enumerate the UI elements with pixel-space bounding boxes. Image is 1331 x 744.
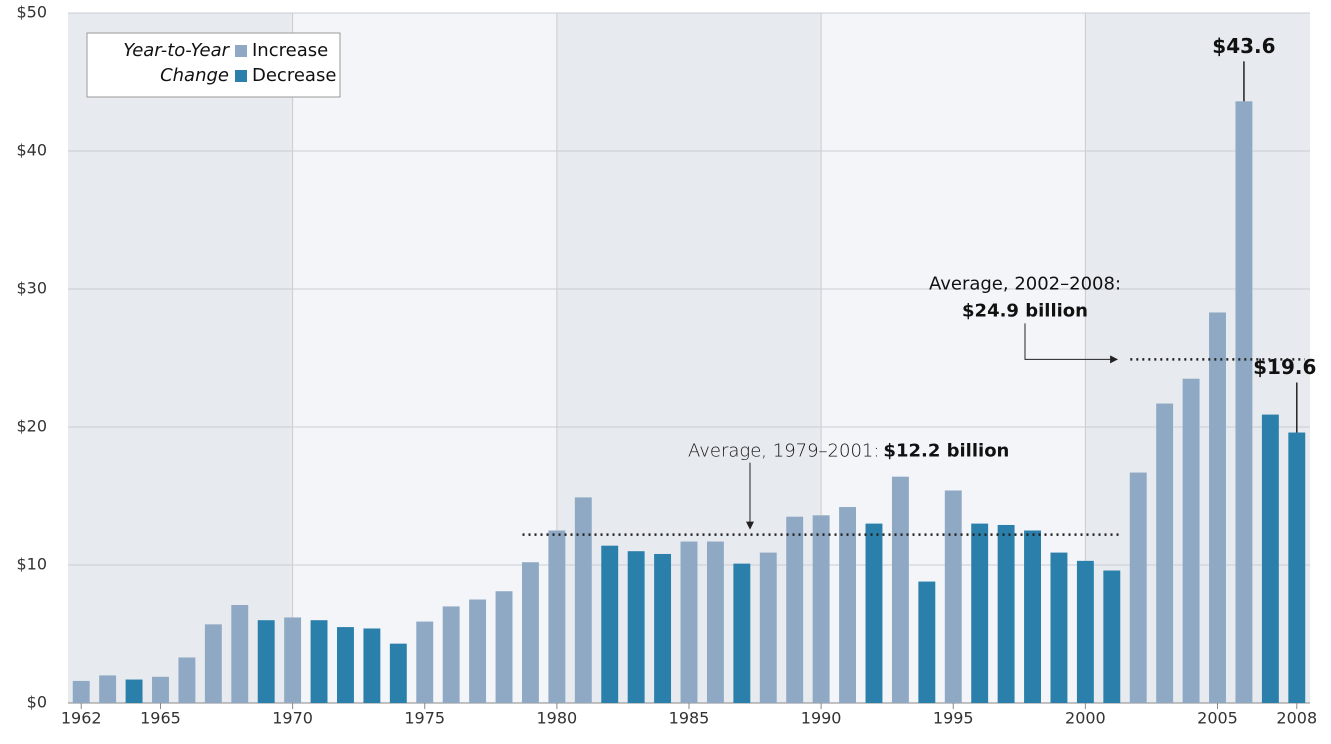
bar: [389, 643, 407, 703]
legend-swatch: [235, 70, 247, 82]
bar: [416, 621, 434, 703]
x-tick-label: 1990: [801, 709, 842, 728]
y-tick-label: $30: [16, 279, 47, 298]
x-tick-label: 1970: [272, 709, 313, 728]
bar: [601, 545, 619, 703]
bar: [891, 476, 909, 703]
bar: [178, 657, 196, 703]
annotation-value: $24.9 billion: [962, 300, 1088, 321]
y-tick-label: $40: [16, 141, 47, 160]
bar: [1209, 312, 1226, 703]
bar: [548, 530, 566, 703]
bar: [1024, 530, 1041, 703]
bar: [125, 679, 143, 703]
x-tick-label: 1995: [933, 709, 974, 728]
bar: [1156, 403, 1174, 703]
bar: [1182, 378, 1200, 703]
bar: [1050, 552, 1068, 703]
bar: [706, 541, 724, 703]
bar: [1076, 560, 1094, 703]
annotation-text: Average, 1979–2001:: [688, 441, 879, 462]
legend-box: [86, 32, 341, 98]
bar: [72, 680, 90, 703]
bar: [574, 497, 592, 703]
legend-title: Year-to-Year: [123, 40, 230, 61]
bar: [257, 620, 275, 703]
annotation-arrow: [1024, 323, 1119, 364]
bar: [1103, 570, 1121, 703]
legend-swatch: [235, 45, 247, 57]
plot-band: [292, 13, 557, 703]
bar: [310, 620, 328, 703]
x-tick-label: 2005: [1197, 709, 1238, 728]
x-tick-label: 1975: [404, 709, 445, 728]
x-tick-label: 2000: [1065, 709, 1106, 728]
bar: [865, 523, 883, 703]
annotation-value: $12.2 billion: [883, 441, 1009, 462]
bar: [733, 563, 751, 703]
legend-label: Decrease: [252, 65, 336, 86]
bar: [944, 490, 962, 703]
bar: [231, 605, 249, 703]
x-tick-label: 2008: [1276, 709, 1317, 728]
bar: [812, 515, 830, 703]
legend: Year-to-Year Change Increase Decrease: [86, 32, 341, 98]
x-tick-label: 1980: [537, 709, 578, 728]
bar: [654, 553, 672, 703]
x-tick-label: 1965: [140, 709, 181, 728]
y-tick-label: $50: [16, 3, 47, 22]
legend-label: Increase: [252, 40, 328, 61]
bar: [152, 676, 169, 703]
bar: [284, 617, 302, 703]
x-tick-label: 1985: [669, 709, 710, 728]
y-tick-label: $10: [16, 555, 47, 574]
bar: [627, 551, 645, 703]
legend-title: Change: [160, 65, 229, 86]
bar: [99, 675, 117, 703]
bar: [1129, 472, 1147, 703]
bar: [839, 507, 857, 703]
annotation: Average, 1979–2001: $12.2 billion: [688, 441, 1009, 462]
value-label: $43.6: [1212, 34, 1275, 58]
bar: [786, 516, 804, 703]
bar: [442, 606, 460, 703]
bar: [495, 591, 513, 703]
bar: [337, 627, 354, 703]
bar: [918, 581, 936, 703]
bar: [521, 562, 539, 703]
bar: [1235, 101, 1253, 703]
bar: [363, 628, 381, 703]
plot-band: [68, 13, 293, 703]
bar: [759, 552, 777, 703]
bar: [997, 524, 1015, 703]
bar: [1261, 414, 1279, 703]
annotation-text: Average, 2002–2008:: [929, 273, 1121, 294]
bar: [971, 523, 989, 703]
bar: [680, 541, 698, 703]
y-tick-label: $0: [27, 693, 47, 712]
bar: [469, 599, 487, 703]
bar: [1288, 432, 1306, 703]
x-tick-label: 1962: [61, 709, 102, 728]
bar: [204, 624, 222, 703]
y-tick-label: $20: [16, 417, 47, 436]
